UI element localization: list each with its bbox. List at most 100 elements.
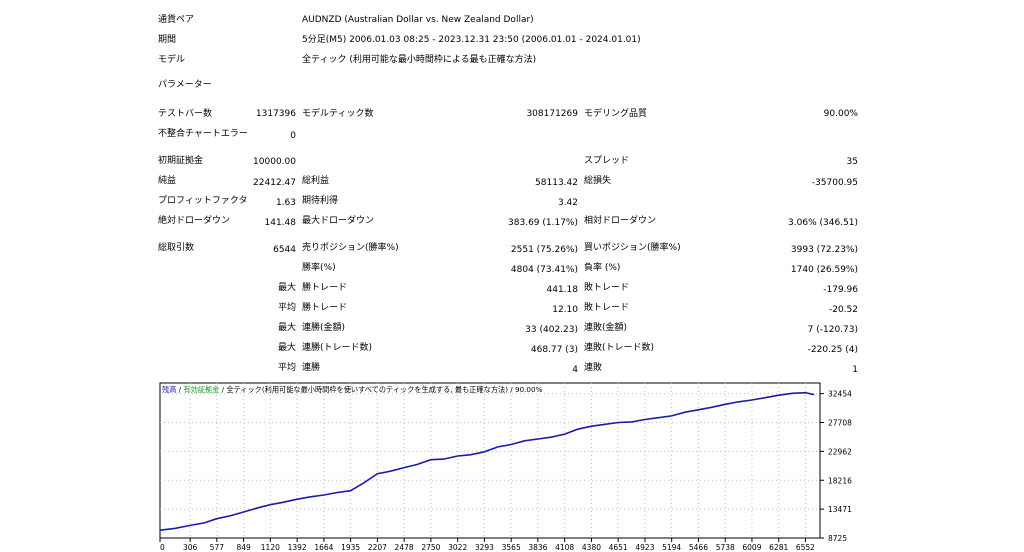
params-label: パラメーター xyxy=(158,80,212,90)
legend-sep-1: / xyxy=(176,385,183,394)
reldd-label: 相対ドローダウン xyxy=(584,216,657,226)
mismatch-label: 不整合チャートエラー xyxy=(158,129,248,139)
conswin-trades-label: 連勝(トレード数) xyxy=(302,343,373,353)
maxloss-label: 敗トレード xyxy=(584,283,630,293)
consloss-amount-value: 7 (-120.73) xyxy=(807,325,858,335)
totaltrades-value: 6544 xyxy=(273,245,296,255)
x-tick-label: 3836 xyxy=(528,543,547,552)
y-tick-label: 27708 xyxy=(828,418,852,427)
conswin-amount-value: 33 (402.23) xyxy=(525,325,578,335)
legend-balance: 残高 xyxy=(162,385,176,394)
x-tick-label: 6552 xyxy=(796,543,815,552)
chart-legend: 残高 / 有効証拠金 / 全ティック(利用可能な最小時間枠を使いすべてのティック… xyxy=(162,385,543,394)
model-label: モデル xyxy=(158,55,186,65)
ticks-label: モデルティック数 xyxy=(302,109,374,119)
expected-label: 期待利得 xyxy=(302,196,339,206)
maxwin-label: 勝トレード xyxy=(302,283,348,293)
deposit-label: 初期証拠金 xyxy=(158,156,204,166)
avg-label-2: 平均 xyxy=(277,363,296,373)
x-tick-label: 1120 xyxy=(261,543,280,552)
x-tick-label: 577 xyxy=(210,543,225,552)
period-label: 期間 xyxy=(158,35,177,45)
symbol-value: AUDNZD (Australian Dollar vs. New Zealan… xyxy=(302,15,534,25)
mismatch-value: 0 xyxy=(290,131,296,141)
grossloss-label: 総損失 xyxy=(584,176,612,186)
x-tick-label: 2478 xyxy=(395,543,414,552)
avg-label: 平均 xyxy=(277,303,296,313)
legend-model: 全ティック(利用可能な最小時間枠を使いすべてのティックを生成する, 最も正確な方… xyxy=(226,385,508,394)
x-tick-label: 4923 xyxy=(635,543,654,552)
x-tick-label: 5466 xyxy=(689,543,708,552)
conswin-trades-value: 468.77 (3) xyxy=(530,345,578,355)
x-tick-label: 4651 xyxy=(609,543,628,552)
x-tick-label: 4108 xyxy=(555,543,574,552)
netprofit-value: 22412.47 xyxy=(253,178,296,188)
y-tick-label: 32454 xyxy=(828,390,852,399)
maxloss-value: -179.96 xyxy=(823,285,858,295)
grossloss-value: -35700.95 xyxy=(811,178,858,188)
expected-value: 3.42 xyxy=(557,198,578,208)
period-value: 5分足(M5) 2006.01.03 08:25 - 2023.12.31 23… xyxy=(302,35,641,45)
lossrate-value: 1740 (26.59%) xyxy=(790,265,858,275)
consloss-trades-value: -220.25 (4) xyxy=(807,345,858,355)
absdd-value: 141.48 xyxy=(264,218,297,228)
conswin-amount-label: 連勝(金額) xyxy=(302,323,346,333)
avgconswin-value: 4 xyxy=(572,365,578,375)
maxwin-value: 441.18 xyxy=(546,285,579,295)
x-tick-label: 3293 xyxy=(475,543,494,552)
x-tick-label: 1392 xyxy=(288,543,307,552)
short-label: 売りポジション(勝率%) xyxy=(302,243,399,253)
x-tick-label: 3565 xyxy=(502,543,521,552)
consloss-amount-label: 連敗(金額) xyxy=(584,323,628,333)
x-tick-label: 4380 xyxy=(582,543,601,552)
long-value: 3993 (72.23%) xyxy=(790,245,858,255)
quality-label: モデリング品質 xyxy=(584,109,648,119)
x-tick-label: 1935 xyxy=(341,543,360,552)
x-tick-label: 3022 xyxy=(448,543,467,552)
balance-line xyxy=(159,391,815,531)
netprofit-label: 純益 xyxy=(158,176,177,186)
x-tick-label: 306 xyxy=(183,543,198,552)
x-axis: 0 306 577 849 1120 1392 1664 1935 2207 2478 2750 30… xyxy=(159,538,815,552)
consloss-trades-label: 連敗(トレード数) xyxy=(584,343,655,353)
avgconsloss-label: 連敗 xyxy=(584,363,603,373)
max-label-3: 最大 xyxy=(277,343,296,353)
legend-quality: 90.00% xyxy=(515,385,543,394)
deposit-value: 10000.00 xyxy=(253,157,296,167)
avgloss-label: 敗トレード xyxy=(584,303,630,313)
bars-value: 1317396 xyxy=(255,109,296,119)
plot-frame xyxy=(159,382,821,539)
winrate-label: 勝率(%) xyxy=(302,263,336,273)
winrate-value: 4804 (73.41%) xyxy=(510,265,578,275)
x-tick-label: 6009 xyxy=(742,543,761,552)
long-label: 買いポジション(勝率%) xyxy=(584,243,681,253)
x-tick-label: 2750 xyxy=(421,543,440,552)
grossprofit-label: 総利益 xyxy=(302,176,330,186)
short-value: 2551 (75.26%) xyxy=(510,245,578,255)
symbol-label: 通貨ペア xyxy=(158,15,195,25)
x-tick-label: 6281 xyxy=(769,543,788,552)
avgconsloss-value: 1 xyxy=(852,365,858,375)
spread-label: スプレッド xyxy=(584,156,630,166)
grossprofit-value: 58113.42 xyxy=(535,178,578,188)
maxdd-value: 383.69 (1.17%) xyxy=(508,218,578,228)
pf-label: プロフィットファクタ xyxy=(158,196,248,206)
legend-equity: 有効証拠金 xyxy=(183,385,219,394)
avgwin-value: 12.10 xyxy=(552,305,578,315)
avgwin-label: 勝トレード xyxy=(302,303,348,313)
totaltrades-label: 総取引数 xyxy=(158,243,195,253)
absdd-label: 絶対ドローダウン xyxy=(158,216,231,226)
x-tick-label: 0 xyxy=(160,543,165,552)
x-tick-label: 849 xyxy=(236,543,251,552)
x-tick-label: 2207 xyxy=(368,543,387,552)
pf-value: 1.63 xyxy=(275,198,296,208)
y-tick-label: 22962 xyxy=(828,447,852,456)
y-tick-label: 13471 xyxy=(828,505,852,514)
balance-chart: 8725 13471 18216 22962 27708 32454 0 306 577 849… xyxy=(159,382,852,552)
quality-value: 90.00% xyxy=(823,109,858,119)
y-axis: 8725 13471 18216 22962 27708 32454 xyxy=(820,390,852,543)
avgloss-value: -20.52 xyxy=(828,305,858,315)
maxdd-label: 最大ドローダウン xyxy=(302,216,375,226)
max-label: 最大 xyxy=(277,283,296,293)
y-tick-label: 18216 xyxy=(828,476,852,485)
